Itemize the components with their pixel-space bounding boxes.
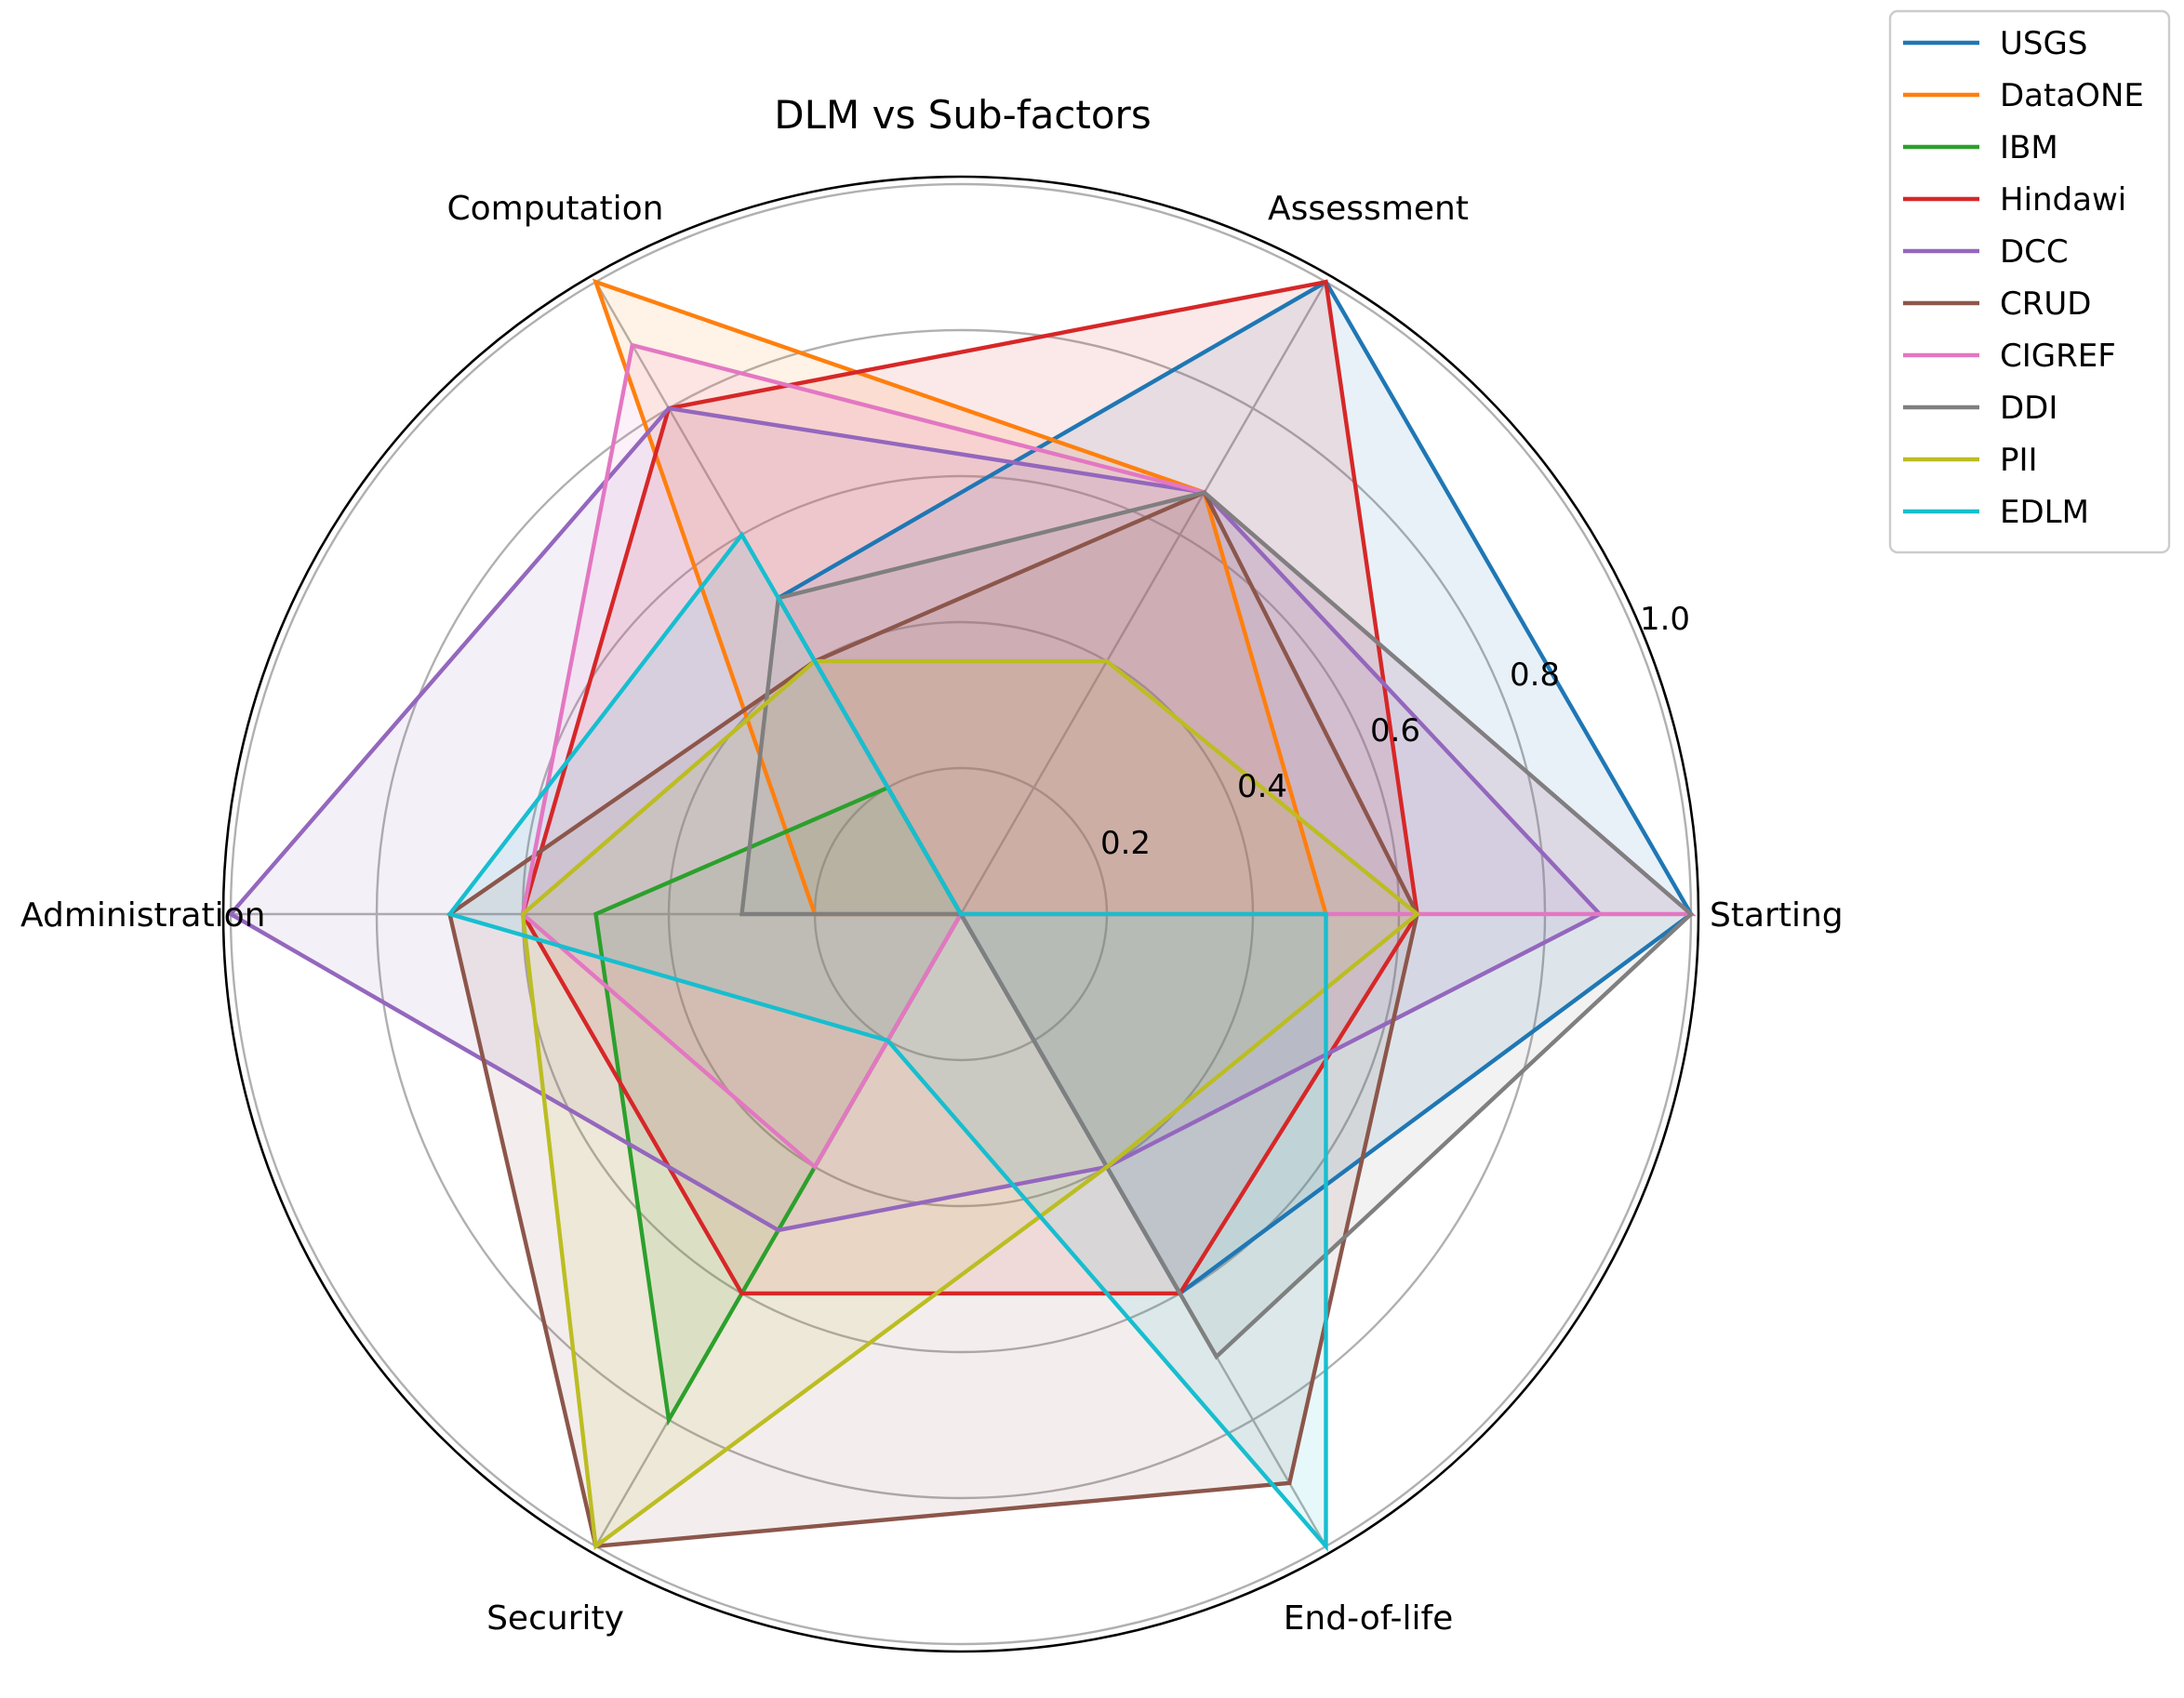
chart-title: DLM vs Sub-factors: [774, 92, 1151, 138]
legend-label-usgs: USGS: [2000, 25, 2087, 62]
axis-label-security: Security: [486, 1599, 624, 1638]
radial-tick-label: 0.2: [1100, 825, 1151, 862]
legend-label-hindawi: Hindawi: [2000, 181, 2126, 219]
legend: USGS DataONE IBM Hindawi DCC CRUD CIGREF DDI PII…: [1888, 9, 2171, 554]
legend-label-cigref: CIGREF: [2000, 338, 2116, 375]
polar-frame: [221, 175, 1700, 1653]
axis-label-assessment: Assessment: [1268, 190, 1469, 228]
radial-tick-label: 0.6: [1370, 712, 1420, 750]
legend-label-crud: CRUD: [2000, 285, 2091, 323]
series-line-pii: [520, 658, 1421, 1550]
series-fill-hindawi: [523, 282, 1418, 1293]
series-fill-ibm: [595, 788, 961, 1420]
radial-tick-label: 1.0: [1640, 601, 1690, 638]
axis-label-administration: Administration: [20, 896, 265, 935]
spoke-assessment: [959, 281, 1327, 915]
legend-label-pii: PII: [2000, 442, 2038, 479]
legend-label-dataone: DataONE: [2000, 77, 2144, 114]
series-fill-dcc: [231, 408, 1600, 1230]
legend-label-ibm: IBM: [2000, 129, 2058, 166]
axis-labels: 0.2 0.4 0.6 0.8 1.0 Starting Assessment Computa…: [20, 190, 1844, 1638]
series-fill-cigref: [523, 345, 1691, 1167]
axis-label-end-of-life: End-of-life: [1284, 1599, 1454, 1638]
legend-label-edlm: EDLM: [2000, 494, 2089, 531]
series-fill-usgs: [778, 282, 1691, 1293]
series-line-edlm: [446, 531, 1328, 1552]
series-layer: [227, 278, 1697, 1552]
series-line-ddi: [739, 490, 1695, 1360]
legend-label-dcc: DCC: [2000, 233, 2069, 271]
axis-label-computation: Computation: [446, 190, 663, 228]
legend-label-ddi: DDI: [2000, 390, 2057, 427]
radial-tick-label: 0.8: [1510, 657, 1560, 694]
radial-tick-label: 0.4: [1237, 768, 1287, 805]
axis-label-starting: Starting: [1710, 896, 1844, 935]
